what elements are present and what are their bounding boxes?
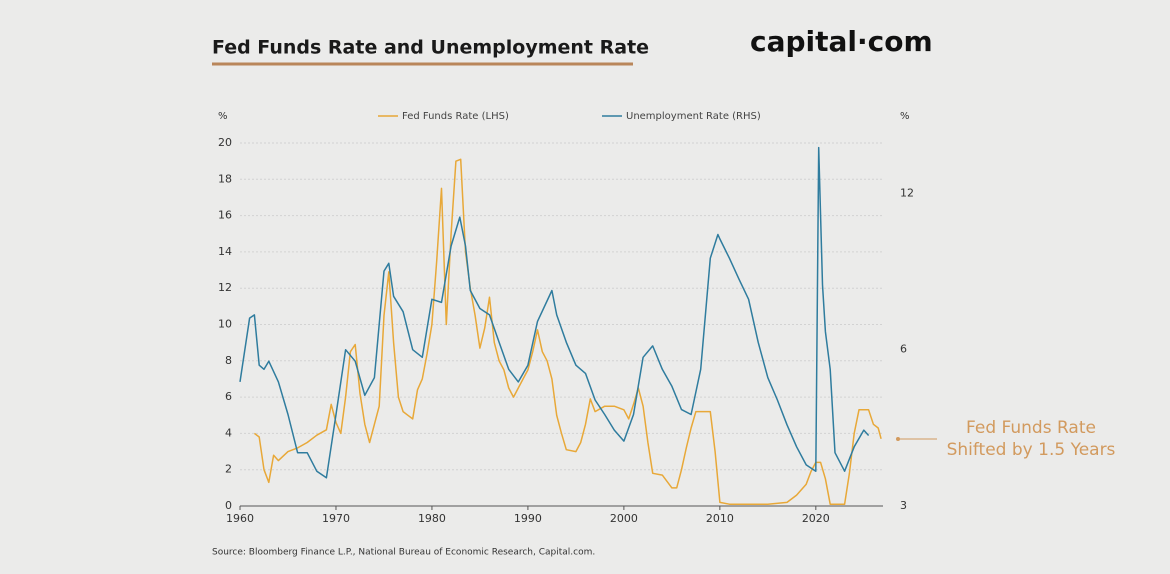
x-tick-label: 1960 (226, 512, 254, 525)
y2-axis-label: % (900, 111, 910, 122)
y-tick-label: 20 (218, 136, 232, 149)
legend-label: Fed Funds Rate (LHS) (402, 111, 509, 122)
annotation: Fed Funds Rate (966, 418, 1096, 438)
y-tick-label: 16 (218, 209, 232, 222)
brand-logo: capital·com (750, 25, 933, 58)
y-tick-label: 8 (225, 354, 232, 367)
y-axis-label: % (218, 111, 228, 122)
series-line (253, 158, 882, 505)
annotation-pointer (896, 437, 900, 441)
y-tick-label: 18 (218, 172, 232, 185)
x-tick-label: 1990 (514, 512, 542, 525)
y-tick-label: 10 (218, 318, 232, 331)
series-line (239, 146, 870, 479)
y-tick-label: 12 (218, 281, 232, 294)
x-tick-label: 1970 (322, 512, 350, 525)
y-tick-label: 6 (225, 390, 232, 403)
annotation: Shifted by 1.5 Years (947, 440, 1116, 460)
y-tick-label: 0 (225, 499, 232, 512)
x-tick-label: 2000 (610, 512, 638, 525)
y2-tick-label: 6 (900, 343, 907, 356)
y2-tick-label: 3 (900, 499, 907, 512)
legend-label: Unemployment Rate (RHS) (626, 111, 761, 122)
source-note: Source: Bloomberg Finance L.P., National… (212, 548, 595, 558)
y2-tick-label: 12 (900, 186, 914, 199)
chart-title: Fed Funds Rate and Unemployment Rate (212, 37, 649, 59)
x-tick-label: 2010 (706, 512, 734, 525)
y-tick-label: 2 (225, 463, 232, 476)
x-tick-label: 1980 (418, 512, 446, 525)
y-tick-label: 14 (218, 245, 232, 258)
x-tick-label: 2020 (802, 512, 830, 525)
y-tick-label: 4 (225, 426, 232, 439)
